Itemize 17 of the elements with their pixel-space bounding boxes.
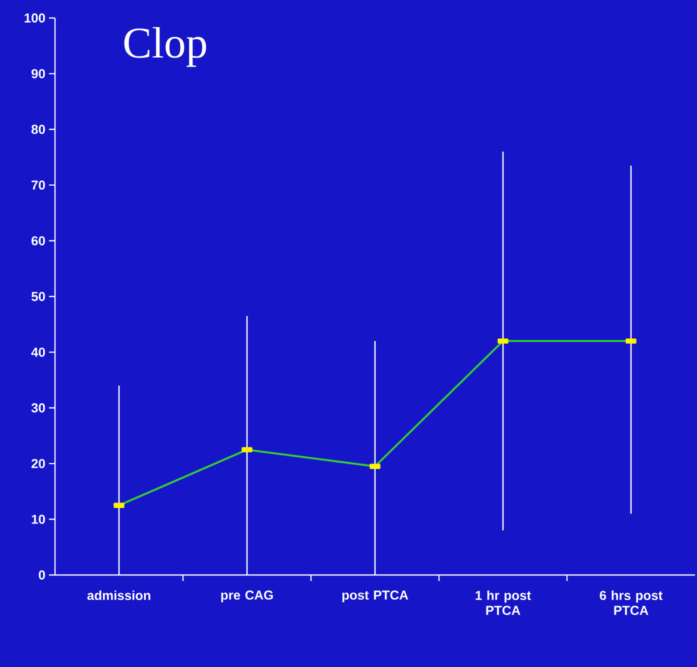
y-tick-label: 50 — [31, 292, 45, 302]
y-tick-label: 60 — [32, 236, 45, 246]
x-tick-label: post PTCA — [342, 590, 408, 602]
y-tick-label: 30 — [31, 403, 45, 412]
y-tick-label: 80 — [31, 124, 45, 134]
y-tick-label: 70 — [32, 180, 45, 190]
x-tick-label: pre CAG — [221, 590, 273, 602]
y-tick-label: 90 — [32, 69, 45, 78]
y-tick-label: 40 — [31, 348, 45, 357]
x-tick-label: 1 hr post PTCA — [476, 590, 531, 615]
y-tick-label: 20 — [32, 458, 45, 468]
y-tick-label: 0 — [38, 570, 45, 580]
chart-title: Clop — [124, 27, 206, 67]
y-tick-label: 100 — [24, 13, 45, 23]
x-tick-label: admission — [87, 590, 150, 600]
x-tick-label: 6 hrs post PTCA — [600, 590, 663, 615]
y-tick-label: 10 — [32, 514, 45, 524]
